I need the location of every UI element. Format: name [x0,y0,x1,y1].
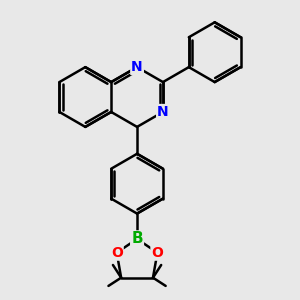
Text: O: O [152,246,163,260]
Text: N: N [131,60,143,74]
Text: B: B [131,232,143,247]
Text: N: N [157,105,169,119]
Text: O: O [111,246,123,260]
